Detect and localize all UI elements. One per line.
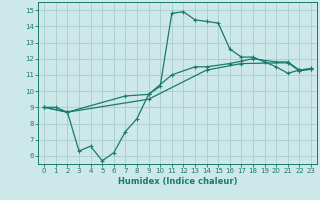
X-axis label: Humidex (Indice chaleur): Humidex (Indice chaleur) [118,177,237,186]
